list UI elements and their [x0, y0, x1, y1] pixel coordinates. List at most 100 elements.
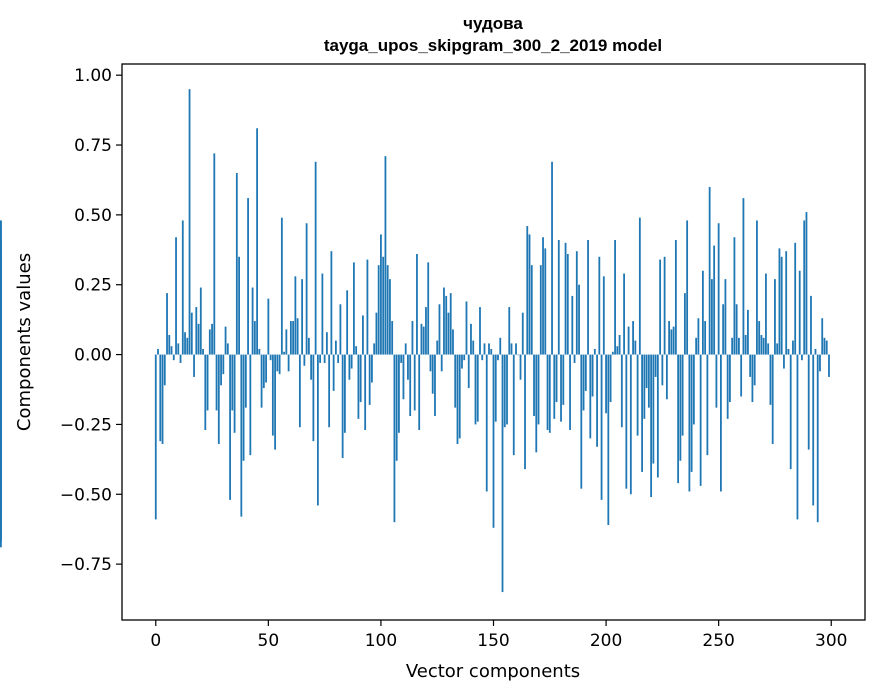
- bar: [413, 354, 416, 411]
- bar: [785, 251, 788, 355]
- bar: [314, 161, 317, 355]
- bar: [602, 276, 605, 355]
- bar: [497, 354, 499, 361]
- bar: [618, 335, 621, 355]
- bar: [807, 354, 810, 450]
- bar: [420, 323, 423, 355]
- bar: [298, 354, 301, 428]
- bar: [235, 172, 238, 355]
- bar: [262, 354, 265, 389]
- bar: [190, 312, 193, 355]
- bar: [368, 354, 371, 405]
- x-tick-label: 250: [702, 631, 734, 651]
- bar: [445, 295, 448, 355]
- bar: [416, 253, 418, 355]
- bar: [735, 304, 738, 355]
- bar: [652, 354, 655, 464]
- bar: [695, 337, 698, 355]
- bar: [810, 295, 812, 355]
- bar: [256, 128, 258, 355]
- bar: [767, 343, 770, 355]
- bar: [537, 354, 540, 425]
- bar: [625, 354, 628, 489]
- bar: [751, 354, 754, 403]
- bar: [524, 354, 526, 470]
- bar: [229, 354, 231, 500]
- bar: [481, 354, 484, 361]
- bar: [544, 248, 547, 355]
- bar: [274, 354, 276, 450]
- bar: [805, 212, 808, 355]
- bar: [220, 354, 222, 386]
- bar: [825, 340, 828, 355]
- bar: [647, 354, 650, 408]
- plot-area-frame: [121, 63, 866, 621]
- bar: [163, 354, 166, 386]
- bar: [339, 304, 342, 355]
- bar: [701, 270, 704, 355]
- bar: [233, 354, 236, 433]
- bar: [578, 284, 580, 355]
- bar: [587, 240, 589, 355]
- bar: [645, 354, 648, 389]
- chart-title-line-1: чудова: [463, 14, 523, 33]
- bar: [452, 329, 454, 355]
- bar: [548, 354, 551, 433]
- bar: [562, 354, 565, 405]
- bar: [456, 354, 459, 444]
- bar: [641, 354, 643, 472]
- bar: [674, 240, 677, 355]
- bar: [328, 354, 331, 428]
- bar: [535, 354, 538, 453]
- bar: [438, 304, 441, 355]
- bar: [431, 354, 434, 394]
- bar: [560, 354, 562, 422]
- bar: [296, 318, 299, 355]
- bar: [564, 242, 567, 355]
- x-tick-label: 100: [365, 631, 397, 651]
- bar: [780, 256, 783, 355]
- bar: [501, 354, 504, 593]
- bar: [247, 198, 249, 355]
- bar: [656, 354, 659, 478]
- bar: [803, 220, 806, 355]
- bar: [310, 354, 313, 380]
- bar: [467, 354, 470, 389]
- y-tick-label: 0.00: [74, 346, 112, 366]
- bar: [330, 251, 333, 355]
- bar: [231, 354, 234, 411]
- bar: [762, 337, 765, 355]
- bar: [593, 348, 596, 355]
- bar: [580, 354, 583, 489]
- bar: [796, 354, 799, 520]
- bar: [188, 89, 191, 355]
- bar: [161, 354, 164, 444]
- bar: [242, 354, 245, 461]
- bar: [609, 354, 612, 403]
- bar: [490, 348, 493, 355]
- bar: [670, 329, 673, 355]
- bar: [591, 354, 594, 397]
- bar: [294, 276, 297, 355]
- x-axis: 0 50 100 150 200 250 300: [150, 620, 847, 651]
- bar: [713, 245, 716, 355]
- bar: [747, 309, 749, 355]
- y-tick-label: 0.50: [74, 206, 112, 226]
- bar: [303, 354, 306, 366]
- bar: [422, 326, 425, 355]
- bar: [494, 354, 497, 422]
- x-tick-label: 50: [258, 631, 280, 651]
- bar: [472, 340, 475, 355]
- bar: [526, 226, 529, 355]
- bar: [510, 343, 513, 355]
- bar: [395, 354, 398, 461]
- bar: [776, 343, 779, 355]
- bar: [521, 312, 524, 355]
- bar: [512, 354, 515, 456]
- bar: [362, 315, 364, 355]
- bar: [184, 332, 186, 355]
- bar: [704, 321, 707, 355]
- bar: [571, 295, 574, 355]
- bar: [787, 348, 790, 355]
- bar: [425, 307, 427, 355]
